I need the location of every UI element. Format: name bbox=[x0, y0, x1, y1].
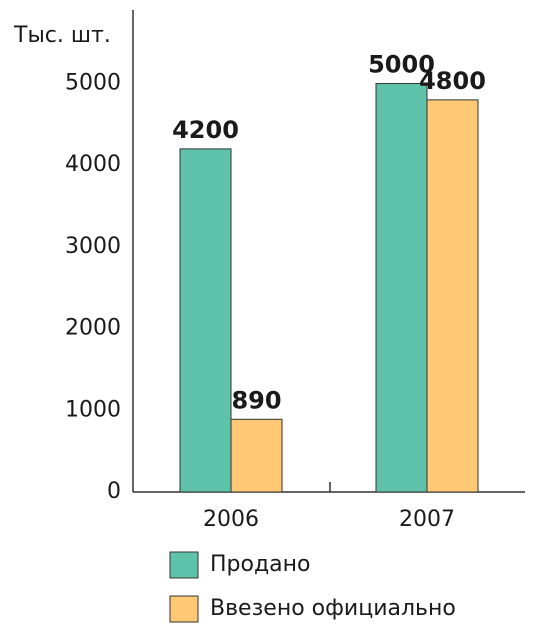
x-tick-label: 2007 bbox=[399, 507, 455, 532]
legend-swatch bbox=[169, 551, 199, 579]
bar bbox=[375, 83, 428, 493]
y-tick-label: 0 bbox=[107, 479, 121, 504]
y-tick-label: 1000 bbox=[65, 397, 121, 422]
bar bbox=[426, 99, 479, 493]
bar bbox=[179, 148, 232, 493]
y-tick-label: 3000 bbox=[65, 234, 121, 259]
value-label: 4800 bbox=[419, 67, 486, 95]
x-tick-label: 2006 bbox=[203, 507, 259, 532]
value-label: 4200 bbox=[172, 116, 239, 144]
y-tick-label: 5000 bbox=[65, 71, 121, 96]
value-label: 890 bbox=[231, 386, 281, 414]
y-tick-label: 4000 bbox=[65, 152, 121, 177]
y-axis-label: Тыс. шт. bbox=[13, 23, 111, 48]
y-tick-label: 2000 bbox=[65, 316, 121, 341]
legend-swatch bbox=[169, 595, 199, 623]
value-label: 5000 bbox=[368, 51, 435, 79]
legend-label: Ввезено официально bbox=[210, 596, 456, 621]
legend-label: Продано bbox=[210, 552, 311, 577]
bar bbox=[230, 418, 283, 493]
